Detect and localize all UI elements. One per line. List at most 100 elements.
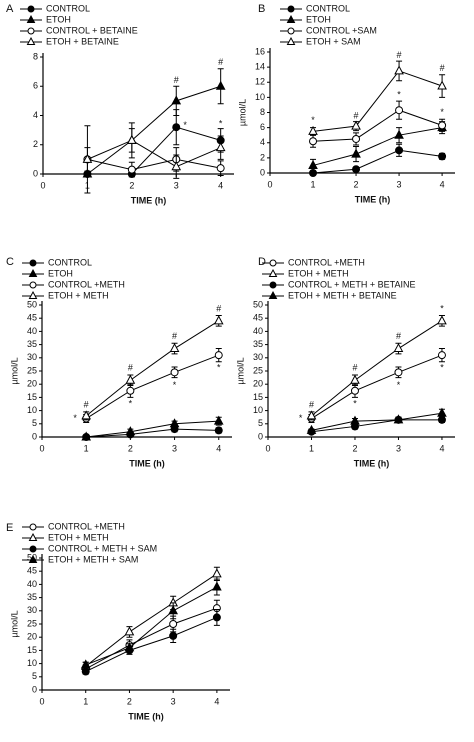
- y-tick-label: 8: [33, 51, 38, 61]
- y-tick-label: 0: [32, 431, 37, 441]
- y-tick-label: 25: [253, 365, 263, 375]
- x-tick-label: 1: [83, 696, 88, 706]
- series-line: [311, 354, 443, 419]
- annotation: *: [183, 120, 187, 130]
- data-point: [82, 153, 93, 163]
- series-line: [312, 109, 443, 142]
- data-point: [212, 581, 222, 591]
- data-point: [437, 407, 447, 417]
- y-tick-label: 30: [253, 352, 263, 362]
- y-tick-label: 8: [260, 107, 265, 117]
- legend-marker: [286, 36, 296, 45]
- y-tick-label: 45: [27, 313, 37, 323]
- data-point: [352, 134, 361, 143]
- y-tick-label: 4: [260, 137, 265, 147]
- series-line: [85, 616, 218, 672]
- legend-label: ETOH + METH: [48, 290, 109, 300]
- y-tick-label: 35: [253, 339, 263, 349]
- data-point: [169, 620, 178, 628]
- data-point: [308, 125, 318, 135]
- legend-label: CONTROL + METH + SAM: [48, 543, 157, 553]
- annotation: #: [396, 331, 401, 341]
- legend-label: ETOH + SAM: [306, 36, 361, 46]
- legend-marker: [29, 281, 37, 289]
- x-axis-label: TIME (h): [129, 458, 165, 468]
- x-tick-label: 3: [171, 696, 176, 706]
- data-point: [393, 342, 404, 353]
- legend-label: ETOH + METH + SAM: [48, 554, 138, 564]
- data-point: [309, 137, 318, 146]
- x-tick-label: 3: [174, 180, 179, 190]
- x-tick-label: 2: [354, 179, 359, 189]
- data-point: [350, 415, 360, 425]
- x-tick-label: 4: [218, 180, 223, 190]
- data-point: [438, 121, 447, 130]
- legend-label: CONTROL +METH: [48, 279, 125, 289]
- legend-marker: [26, 14, 36, 23]
- y-tick-label: 15: [253, 392, 263, 402]
- series-line: [87, 139, 221, 168]
- y-tick-label: 35: [27, 339, 37, 349]
- axes: [41, 301, 232, 438]
- y-tick-label: 5: [32, 418, 37, 428]
- panel-label: D: [258, 256, 266, 268]
- legend-marker: [26, 36, 36, 45]
- data-point: [172, 123, 181, 132]
- data-point: [437, 80, 447, 90]
- panel-label: A: [6, 3, 14, 15]
- annotation: *: [397, 380, 401, 390]
- y-tick-label: 45: [253, 313, 263, 323]
- legend-label: CONTROL: [306, 3, 350, 13]
- legend-label: ETOH + METH: [288, 268, 349, 278]
- series-line: [312, 149, 443, 174]
- data-point: [351, 148, 361, 158]
- data-point: [124, 626, 135, 636]
- legend-label: ETOH + METH: [48, 532, 109, 542]
- annotation: *: [219, 119, 223, 129]
- annotation: #: [309, 400, 314, 410]
- data-point: [171, 95, 182, 105]
- data-point: [168, 605, 178, 615]
- y-tick-label: 6: [260, 122, 265, 132]
- x-tick-label: 4: [216, 443, 221, 453]
- y-tick-label: 4: [33, 110, 38, 120]
- legend-label: CONTROL +METH: [48, 521, 125, 531]
- data-point: [306, 410, 317, 420]
- series-line: [311, 419, 442, 433]
- data-point: [81, 667, 90, 676]
- data-point: [213, 315, 224, 325]
- x-tick-label: 4: [214, 696, 219, 706]
- panel-label: B: [258, 3, 265, 15]
- data-point: [80, 659, 91, 669]
- annotation: #: [354, 111, 359, 121]
- data-point: [438, 152, 447, 161]
- y-tick-label: 0: [33, 168, 38, 178]
- legend-label: CONTROL + METH + BETAINE: [288, 279, 416, 289]
- x-tick-label: 4: [439, 443, 444, 453]
- data-point: [215, 80, 226, 90]
- legend-label: ETOH + BETAINE: [46, 36, 119, 46]
- x-tick-label: 0: [40, 180, 45, 190]
- x-tick-label: 2: [128, 443, 133, 453]
- y-tick-label: 40: [253, 326, 263, 336]
- x-tick-label: 3: [397, 179, 402, 189]
- y-tick-label: 6: [33, 81, 38, 91]
- y-tick-label: 25: [27, 618, 37, 628]
- y-tick-label: 15: [27, 392, 37, 402]
- data-point: [169, 631, 178, 640]
- y-tick-label: 12: [255, 77, 265, 87]
- annotation: #: [440, 63, 445, 73]
- annotation: *: [440, 363, 444, 373]
- data-point: [81, 431, 92, 441]
- data-point: [395, 146, 404, 155]
- y-tick-label: 0: [258, 431, 263, 441]
- annotation: *: [73, 413, 77, 423]
- legend-label: ETOH: [46, 14, 71, 24]
- y-tick-label: 16: [255, 46, 265, 56]
- axes: [42, 53, 234, 175]
- data-point: [171, 161, 182, 171]
- y-tick-label: 2: [33, 139, 38, 149]
- x-tick-label: 1: [311, 179, 316, 189]
- y-tick-label: 14: [255, 62, 265, 72]
- y-tick-label: 10: [255, 92, 265, 102]
